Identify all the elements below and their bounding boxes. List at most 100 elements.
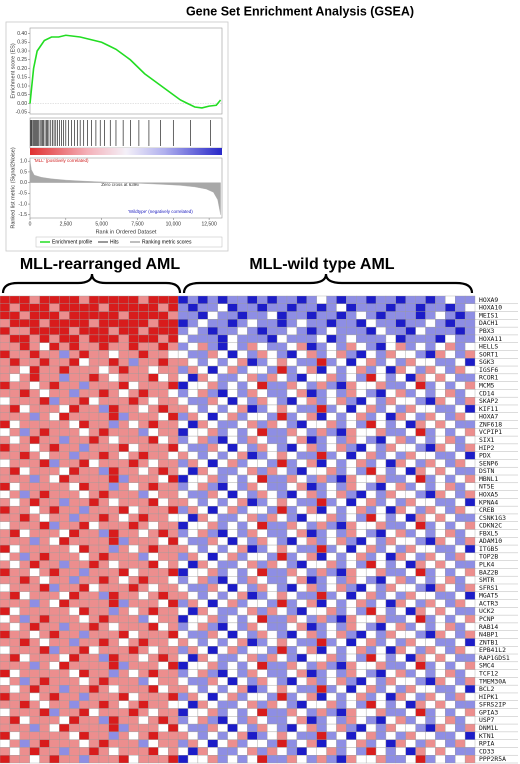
heatmap-cell	[128, 467, 139, 476]
heatmap-cell	[217, 513, 228, 522]
heatmap-cell	[425, 459, 436, 468]
heatmap-cell	[168, 303, 179, 312]
heatmap-cell	[69, 708, 80, 717]
heatmap-cell	[168, 731, 179, 740]
heatmap-cell	[9, 467, 20, 476]
heatmap-cell	[306, 684, 317, 694]
heatmap-cell	[464, 599, 476, 608]
heatmap-cell	[168, 723, 179, 733]
heatmap-cell	[19, 295, 30, 304]
heatmap-cell	[0, 389, 11, 398]
heatmap-cell	[365, 459, 377, 468]
heatmap-cell	[158, 708, 169, 717]
heatmap-cell	[286, 568, 298, 577]
heatmap-cell	[49, 646, 60, 655]
heatmap-cell	[217, 731, 228, 740]
heatmap-cell	[455, 692, 466, 701]
heatmap-cell	[316, 731, 327, 740]
heatmap-cell	[158, 576, 169, 585]
heatmap-cell	[177, 747, 189, 756]
gene-label: SGK3	[479, 358, 495, 366]
heatmap-cell	[227, 381, 238, 390]
heatmap-cell	[375, 638, 387, 647]
heatmap-cell	[267, 342, 278, 351]
heatmap-cell	[445, 498, 456, 507]
heatmap-cell	[39, 513, 50, 522]
heatmap-cell	[276, 326, 288, 336]
heatmap-cell	[425, 576, 436, 585]
heatmap-cell	[138, 412, 149, 421]
heatmap-cell	[207, 311, 218, 320]
gene-label: SMC4	[479, 662, 495, 670]
heatmap-cell	[296, 521, 307, 530]
heatmap-cell	[375, 474, 387, 483]
heatmap-cell	[365, 630, 377, 639]
heatmap-cell	[326, 365, 337, 375]
heatmap-cell	[455, 716, 466, 725]
heatmap-cell	[227, 404, 238, 413]
heatmap-cell	[59, 498, 70, 507]
heatmap-cell	[227, 677, 238, 686]
heatmap-cell	[257, 552, 268, 561]
heatmap-cell	[395, 358, 406, 367]
heatmap-cell	[88, 568, 100, 577]
heatmap-cell	[385, 513, 397, 522]
heatmap-cell	[197, 311, 208, 320]
heatmap-cell	[296, 358, 307, 367]
heatmap-cell	[108, 334, 119, 343]
heatmap-cell	[306, 700, 317, 709]
heatmap-cell	[267, 303, 278, 312]
gene-label: HOXA10	[479, 304, 502, 312]
gene-label: IGSF6	[479, 366, 498, 374]
heatmap-cell	[276, 319, 288, 328]
heatmap-cell	[88, 599, 100, 608]
heatmap-cell	[385, 319, 397, 328]
heatmap-cell	[49, 684, 60, 694]
heatmap-cell	[88, 319, 100, 328]
heatmap-cell	[346, 560, 357, 569]
heatmap-cell	[405, 474, 416, 483]
heatmap-cell	[296, 342, 307, 351]
heatmap-cell	[217, 435, 228, 445]
heatmap-cell	[59, 326, 70, 336]
heatmap-cell	[257, 358, 268, 367]
heatmap-cell	[286, 708, 298, 717]
heatmap-cell	[365, 708, 377, 717]
heatmap-cell	[267, 739, 278, 748]
heatmap-cell	[356, 661, 367, 670]
heatmap-cell	[296, 435, 307, 445]
heatmap-cell	[88, 358, 100, 367]
heatmap-cell	[316, 513, 327, 522]
heatmap-cell	[425, 552, 436, 561]
heatmap-cell	[336, 583, 347, 592]
heatmap-cell	[405, 435, 416, 445]
heatmap-cell	[286, 599, 298, 608]
heatmap-cell	[148, 646, 159, 655]
heatmap-cell	[217, 677, 228, 686]
heatmap-cell	[148, 397, 159, 406]
heatmap-cell	[207, 428, 218, 437]
heatmap-cell	[435, 537, 446, 546]
heatmap-cell	[148, 747, 159, 756]
heatmap-cell	[187, 622, 199, 631]
heatmap-cell	[326, 474, 337, 483]
heatmap-cell	[158, 381, 169, 390]
heatmap-cell	[118, 669, 129, 678]
heatmap-cell	[296, 326, 307, 336]
heatmap-cell	[98, 607, 110, 616]
heatmap-cell	[177, 599, 189, 608]
heatmap-cell	[138, 334, 149, 343]
heatmap-cell	[415, 677, 426, 686]
heatmap-cell	[415, 544, 426, 554]
heatmap-cell	[276, 661, 288, 670]
heatmap-cell	[168, 747, 179, 756]
heatmap-cell	[29, 513, 40, 522]
heatmap-cell	[296, 404, 307, 413]
heatmap-cell	[39, 404, 50, 413]
heatmap-cell	[247, 731, 258, 740]
heatmap-cell	[227, 560, 238, 569]
heatmap-cell	[445, 311, 456, 320]
heatmap-cell	[138, 451, 149, 460]
heatmap-cell	[39, 747, 50, 756]
heatmap-cell	[415, 389, 426, 398]
